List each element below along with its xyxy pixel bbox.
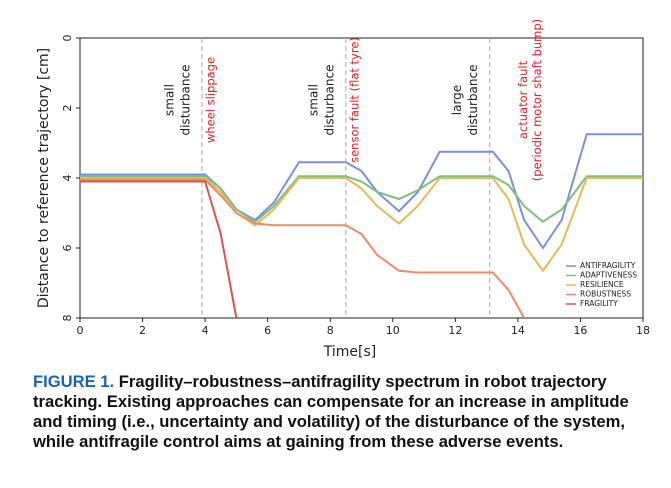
y-tick-label: 4 (61, 175, 74, 182)
x-tick-label: 0 (77, 324, 84, 337)
y-axis-label: Distance to reference trajectory [cm] (36, 48, 52, 308)
x-tick-label: 2 (139, 324, 146, 337)
caption-text: Fragility–robustness–antifragility spect… (33, 372, 629, 451)
event-disturbance: disturbance (466, 64, 480, 135)
series-line (80, 178, 526, 318)
legend-label: ANTIFRAGILITY (580, 261, 636, 270)
caption-label: FIGURE 1. (33, 372, 115, 391)
x-tick-label: 12 (448, 324, 462, 337)
x-tick-label: 8 (327, 324, 334, 337)
legend-label: RESILIENCE (580, 280, 624, 289)
series-line (80, 133, 643, 250)
x-tick-label: 16 (573, 324, 587, 337)
series-line (80, 175, 643, 223)
legend-label: ROBUSTNESS (580, 290, 631, 299)
y-tick-label: 6 (61, 245, 74, 252)
y-tick-label: 0 (61, 35, 74, 42)
event-disturbance: small (162, 84, 176, 116)
x-tick-label: 18 (636, 324, 650, 337)
event-disturbance: small (306, 84, 320, 116)
event-fault: sensor fault (flat tyre) (347, 37, 361, 163)
x-axis-label: Time[s] (323, 344, 376, 360)
y-tick-label: 8 (61, 315, 74, 322)
x-tick-label: 6 (264, 324, 271, 337)
chart: Time[s] Distance to reference trajectory… (36, 19, 650, 360)
caption: FIGURE 1. Fragility–robustness–antifragi… (33, 372, 653, 452)
event-fault: wheel slippage (203, 57, 217, 143)
event-disturbance: disturbance (322, 64, 336, 135)
legend-label: ADAPTIVENESS (580, 271, 637, 280)
x-tick-label: 10 (386, 324, 400, 337)
legend-label: FRAGILITY (580, 299, 618, 308)
event-fault: (periodic motor shaft bump) (530, 19, 544, 181)
event-disturbance: large (450, 85, 464, 115)
event-disturbance: disturbance (178, 64, 192, 135)
x-tick-label: 4 (202, 324, 209, 337)
x-tick-label: 14 (511, 324, 525, 337)
y-tick-label: 2 (61, 105, 74, 112)
event-fault: actuator fault (516, 60, 530, 139)
series-line (80, 180, 238, 318)
